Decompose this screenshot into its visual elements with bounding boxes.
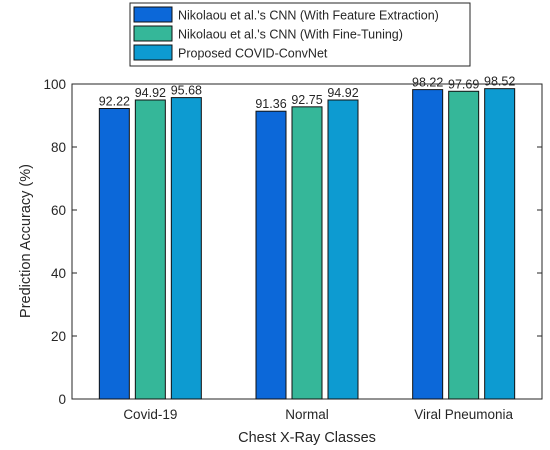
legend-swatch bbox=[133, 6, 173, 23]
legend-label: Proposed COVID-ConvNet bbox=[178, 47, 328, 61]
y-tick-label: 60 bbox=[51, 203, 66, 218]
bar bbox=[255, 110, 287, 400]
bar bbox=[170, 97, 202, 400]
bar bbox=[484, 88, 516, 400]
bar bbox=[98, 108, 130, 400]
legend-box bbox=[129, 2, 471, 67]
y-tick-label: 0 bbox=[58, 392, 66, 407]
bar-value-label: 92.75 bbox=[291, 93, 322, 107]
x-tick-label: Viral Pneumonia bbox=[414, 407, 513, 422]
bar-value-label: 95.68 bbox=[171, 84, 202, 98]
legend: Nikolaou et al.'s CNN (With Feature Extr… bbox=[129, 2, 471, 67]
bar-value-label: 94.92 bbox=[327, 86, 358, 100]
x-tick-label: Covid-19 bbox=[123, 407, 177, 422]
legend-swatch bbox=[133, 44, 173, 61]
y-axis: 0 20 40 60 80 100 bbox=[43, 77, 542, 407]
y-tick-label: 20 bbox=[51, 329, 66, 344]
y-tick-label: 40 bbox=[51, 266, 66, 281]
bar bbox=[448, 90, 480, 400]
bar-value-label: 98.52 bbox=[484, 75, 515, 89]
bar bbox=[134, 99, 166, 400]
x-tick-label: Normal bbox=[285, 407, 329, 422]
bar-value-label: 91.36 bbox=[255, 97, 286, 111]
legend-label: Nikolaou et al.'s CNN (With Fine-Tuning) bbox=[178, 28, 403, 42]
legend-label: Nikolaou et al.'s CNN (With Feature Extr… bbox=[178, 9, 439, 23]
bar bbox=[327, 99, 359, 400]
bar-value-label: 92.22 bbox=[99, 95, 130, 109]
bar bbox=[412, 89, 444, 400]
bar bbox=[291, 106, 323, 400]
y-axis-label: Prediction Accuracy (%) bbox=[18, 164, 34, 318]
bars bbox=[98, 88, 516, 400]
x-axis: Covid-19 Normal Viral Pneumonia bbox=[123, 394, 514, 422]
y-tick-label: 100 bbox=[43, 77, 66, 92]
y-tick-label: 80 bbox=[51, 140, 66, 155]
bar-value-label: 94.92 bbox=[135, 86, 166, 100]
x-axis-label: Chest X-Ray Classes bbox=[238, 430, 376, 446]
bar-value-label: 97.69 bbox=[448, 77, 479, 91]
bar-value-labels: 92.22 94.92 95.68 91.36 92.75 94.92 98.22 97.69… bbox=[99, 75, 516, 112]
bar-value-label: 98.22 bbox=[412, 76, 443, 90]
legend-swatch bbox=[133, 25, 173, 42]
